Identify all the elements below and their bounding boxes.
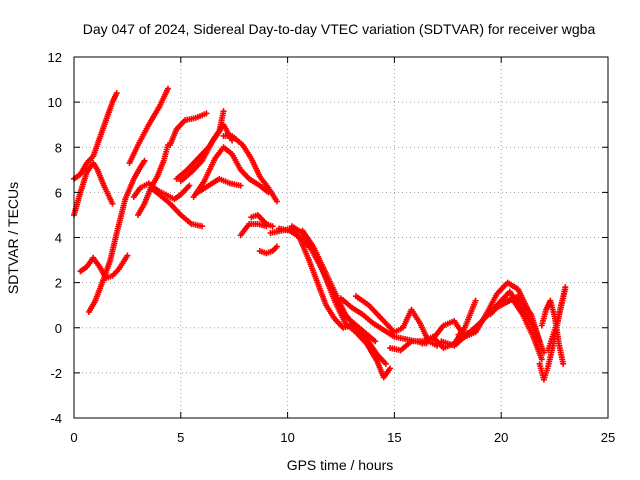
data-point xyxy=(472,297,479,304)
x-tick-label: 15 xyxy=(387,430,401,445)
series-track-9 xyxy=(167,110,210,148)
series-track-8 xyxy=(147,184,206,230)
series-track-7 xyxy=(135,141,171,218)
y-tick-label: 2 xyxy=(55,276,62,291)
data-point xyxy=(560,360,567,367)
x-tick-label: 25 xyxy=(601,430,615,445)
data-point xyxy=(164,85,171,92)
data-point xyxy=(124,252,131,259)
x-tick-label: 5 xyxy=(177,430,184,445)
series-track-2 xyxy=(71,160,116,218)
data-point xyxy=(562,284,569,291)
y-tick-label: 6 xyxy=(55,185,62,200)
y-tick-label: 4 xyxy=(55,231,62,246)
data-point xyxy=(203,110,210,117)
data-points xyxy=(71,85,569,383)
data-point xyxy=(141,157,148,164)
x-tick-label: 10 xyxy=(280,430,294,445)
y-tick-label: 0 xyxy=(55,321,62,336)
data-point xyxy=(186,182,193,189)
y-tick-label: 8 xyxy=(55,140,62,155)
data-point xyxy=(538,356,545,363)
series-track-3 xyxy=(77,252,131,282)
data-point xyxy=(387,365,394,372)
axis-ticks: 0 5 10 15 20 25 -4 -2 0 2 4 6 8 10 12 xyxy=(48,50,616,445)
series-track-21 xyxy=(299,227,389,367)
series-track-28 xyxy=(487,295,545,363)
series-track-11 xyxy=(177,121,236,185)
data-point xyxy=(273,198,280,205)
series-track-5 xyxy=(126,85,171,167)
y-tick-label: 10 xyxy=(48,95,62,110)
series-track-31 xyxy=(545,284,569,354)
chart-title: Day 047 of 2024, Sidereal Day-to-day VTE… xyxy=(83,21,596,37)
x-tick-label: 0 xyxy=(70,430,77,445)
y-axis-title: SDTVAR / TECUs xyxy=(5,182,21,294)
series-track-17 xyxy=(256,243,280,257)
series-track-4 xyxy=(85,157,148,315)
data-point xyxy=(382,360,389,367)
series-track-14 xyxy=(220,132,280,205)
data-point xyxy=(220,108,227,115)
y-tick-label: 12 xyxy=(48,50,62,65)
y-tick-label: -4 xyxy=(50,411,62,426)
series-track-13 xyxy=(194,175,244,196)
y-tick-label: -2 xyxy=(50,366,62,381)
series-track-1 xyxy=(71,90,120,182)
x-tick-label: 20 xyxy=(494,430,508,445)
data-point xyxy=(372,338,379,345)
data-point xyxy=(237,182,244,189)
data-point xyxy=(199,223,206,230)
data-point xyxy=(109,200,116,207)
series-track-12 xyxy=(190,144,272,200)
series-track-16 xyxy=(248,211,276,230)
x-axis-title: GPS time / hours xyxy=(287,457,394,473)
grid-lines xyxy=(74,57,608,418)
data-point xyxy=(273,243,280,250)
data-point xyxy=(113,90,120,97)
data-point xyxy=(269,223,276,230)
